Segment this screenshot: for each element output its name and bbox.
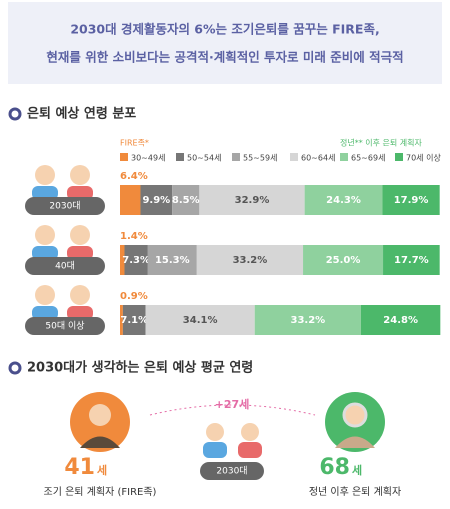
face: [70, 285, 90, 305]
value-label: 6.4%: [120, 171, 148, 182]
value-label: 7.1%: [120, 315, 148, 326]
legend-group: FIRE족*: [120, 139, 149, 148]
legend-swatch: [232, 153, 240, 161]
body: [203, 442, 227, 458]
value-label: 32.9%: [235, 195, 270, 206]
value-label: 0.9%: [120, 291, 148, 302]
group-label: 2030대: [216, 466, 247, 477]
bar-segment: [199, 185, 305, 215]
age: 68: [319, 455, 350, 480]
body: [32, 186, 58, 200]
bar-segment: [254, 305, 361, 335]
bar-segment: [140, 185, 173, 215]
bar-segment: [145, 305, 255, 335]
header-box: [8, 2, 442, 84]
legend-group: 정년** 이후 은퇴 계획자: [340, 138, 423, 148]
bar-segment: [147, 245, 197, 275]
face: [70, 165, 90, 185]
header-line: 2030대 경제활동자의 6%는 조기은퇴를 꿈꾸는 FIRE족,: [70, 22, 379, 37]
pill: [200, 462, 264, 480]
legend-swatch: [395, 153, 403, 161]
value-label: 7.3%: [122, 255, 150, 266]
body: [67, 306, 93, 320]
row-label: 2030대: [49, 201, 80, 212]
face: [70, 225, 90, 245]
value-label: 24.3%: [326, 195, 361, 206]
legend-swatch: [120, 153, 128, 161]
section-icon: [8, 361, 22, 375]
section-title: 2030대가 생각하는 은퇴 예상 평균 연령: [27, 360, 253, 376]
body: [32, 246, 58, 260]
bar-segment: [172, 185, 200, 215]
value-label: 15.3%: [155, 255, 190, 266]
body: [80, 436, 120, 448]
face: [342, 402, 368, 428]
age-unit: 세: [352, 463, 362, 477]
value-label: 17.7%: [394, 255, 429, 266]
face: [35, 285, 55, 305]
value-label: 33.2%: [290, 315, 325, 326]
body: [67, 246, 93, 260]
bar-segment: [122, 305, 146, 335]
face: [35, 165, 55, 185]
face: [89, 404, 111, 426]
bar-segment: [303, 245, 384, 275]
row-pill: [25, 257, 105, 275]
body: [238, 442, 262, 458]
body: [335, 436, 375, 448]
age: 41: [64, 455, 95, 480]
bar-segment: [196, 245, 304, 275]
section-title: 은퇴 예상 연령 분포: [27, 106, 136, 122]
bar-segment: [120, 185, 141, 215]
legend-label: 30~49세: [131, 154, 165, 163]
bar-segment: [383, 245, 440, 275]
face: [206, 423, 224, 441]
caption: 조기 은퇴 계획자 (FIRE족): [44, 486, 157, 498]
header-line: 현재를 위한 소비보다는 공격적·계획적인 투자로 미래 준비에 적극적: [46, 50, 403, 65]
legend-label: 55~59세: [243, 154, 277, 163]
bar-segment: [120, 305, 123, 335]
age-unit: 세: [97, 463, 107, 477]
value-label: 33.2%: [233, 255, 268, 266]
bar-segment: [304, 185, 383, 215]
row-label: 40대: [55, 261, 75, 272]
row-pill: [25, 197, 105, 215]
bar-segment: [120, 245, 125, 275]
value-label: 25.0%: [326, 255, 361, 266]
body: [67, 186, 93, 200]
legend-swatch: [290, 153, 298, 161]
section-icon: [8, 107, 22, 121]
body: [32, 306, 58, 320]
row-pill: [25, 317, 105, 335]
bar-segment: [382, 185, 440, 215]
value-label: 17.9%: [394, 195, 429, 206]
legend-label: 70세 이상: [406, 153, 441, 163]
legend-label: 60~64세: [301, 154, 335, 163]
value-label: 1.4%: [120, 231, 148, 242]
value-label: 34.1%: [183, 315, 218, 326]
face: [241, 423, 259, 441]
value-label: 8.5%: [172, 195, 200, 206]
face: [35, 225, 55, 245]
row-label: 50대 이상: [45, 321, 84, 332]
value-label: 9.9%: [142, 195, 170, 206]
value-label: 24.8%: [383, 315, 418, 326]
bar-segment: [124, 245, 148, 275]
legend-label: 50~54세: [187, 154, 221, 163]
legend-swatch: [176, 153, 184, 161]
caption: 정년 이후 은퇴 계획자: [309, 486, 401, 498]
difference: +27세: [215, 397, 250, 411]
legend-label: 65~69세: [351, 154, 385, 163]
legend-swatch: [340, 153, 348, 161]
bar-segment: [360, 305, 441, 335]
